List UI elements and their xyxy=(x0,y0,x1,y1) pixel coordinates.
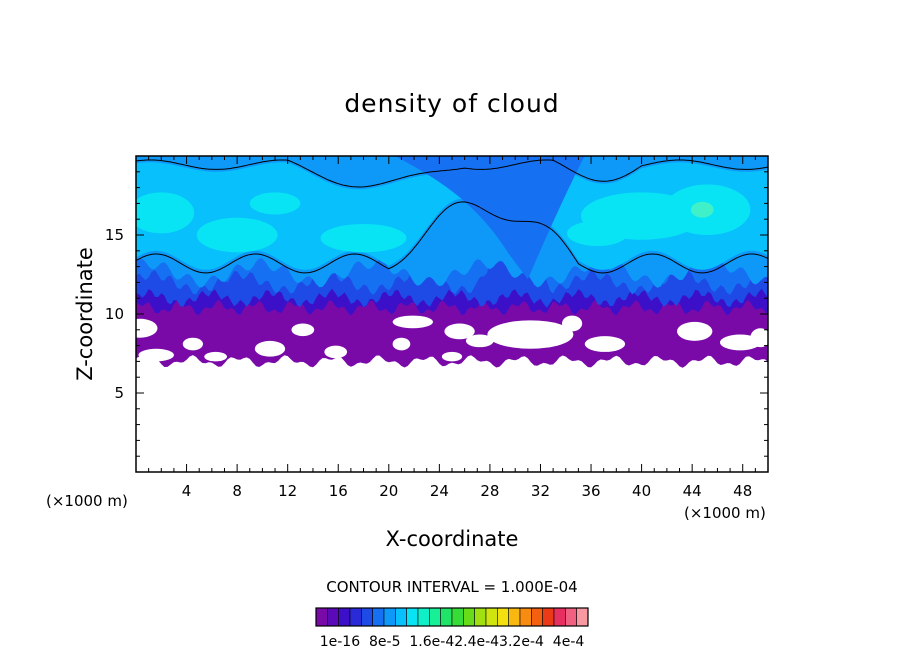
cloud-free-hole xyxy=(487,320,574,349)
x-tick-label: 12 xyxy=(278,482,297,500)
cloud-free-hole xyxy=(138,348,174,362)
axis-ticks xyxy=(136,156,768,472)
contour-lines xyxy=(136,159,768,274)
density-patch xyxy=(249,192,301,215)
cloud-free-hole xyxy=(392,315,434,329)
cloud-free-hole xyxy=(254,340,286,357)
x-tick-label: 32 xyxy=(531,482,550,500)
x-tick-label: 20 xyxy=(379,482,398,500)
colorbar-swatch xyxy=(349,607,362,627)
colorbar-swatch xyxy=(451,607,464,627)
colorbar-swatch xyxy=(485,607,498,627)
colorbar-swatch xyxy=(406,607,419,627)
colorbar-swatch xyxy=(519,607,532,627)
downdraft-region xyxy=(395,156,585,280)
y-tick-labels: 5 10 15 xyxy=(105,226,124,402)
colorbar-swatch xyxy=(327,607,339,627)
colorbar xyxy=(315,607,589,627)
y-tick-label: 5 xyxy=(114,384,124,402)
contour-interval-text: CONTOUR INTERVAL = 1.000E-04 xyxy=(326,578,577,596)
x-tick-label: 40 xyxy=(632,482,651,500)
colorbar-swatch xyxy=(474,607,487,627)
x-tick-label: 48 xyxy=(733,482,752,500)
colorbar-swatch xyxy=(542,607,555,627)
x-tick-label: 36 xyxy=(581,482,600,500)
density-patch xyxy=(320,223,407,253)
x-tick-label: 44 xyxy=(683,482,702,500)
cloud-free-hole xyxy=(750,328,768,348)
cloud-free-hole xyxy=(392,337,411,351)
x-tick-label: 4 xyxy=(182,482,192,500)
density-band-6-patches xyxy=(395,156,585,280)
cloud-free-hole xyxy=(441,351,463,362)
density-patch xyxy=(196,217,278,253)
cloud-free-hole xyxy=(465,334,494,348)
density-patch xyxy=(567,220,628,247)
y-tick-label: 15 xyxy=(105,226,124,244)
cloud-free-hole xyxy=(584,336,626,352)
colorbar-swatch xyxy=(361,607,373,627)
colorbar-swatch xyxy=(383,607,396,627)
density-patch xyxy=(136,192,195,234)
y-tick-label: 10 xyxy=(105,305,124,323)
x-tick-label: 8 xyxy=(232,482,242,500)
colorbar-swatch xyxy=(429,607,441,627)
cloud-free-hole xyxy=(182,337,203,351)
colorbar-swatch xyxy=(440,607,453,627)
colorbar-swatch xyxy=(395,607,407,627)
z-unit-label: (×1000 m) xyxy=(46,492,128,510)
density-field xyxy=(136,156,768,368)
x-tick-labels: 4 8 12 16 20 24 28 32 36 40 44 48 xyxy=(182,482,752,500)
colorbar-swatch xyxy=(531,607,543,627)
cloud-free-holes xyxy=(136,315,768,362)
colorbar-swatch xyxy=(417,607,430,627)
cloud-free-hole xyxy=(204,351,228,362)
colorbar-swatch xyxy=(553,607,566,627)
colorbar-swatch xyxy=(576,607,589,627)
cloud-free-hole xyxy=(444,323,475,340)
x-tick-label: 24 xyxy=(430,482,449,500)
x-axis-title: X-coordinate xyxy=(386,527,519,551)
x-tick-label: 16 xyxy=(329,482,348,500)
cloud-free-hole xyxy=(324,345,348,359)
x-unit-label: (×1000 m) xyxy=(684,504,766,522)
colorbar-swatch xyxy=(497,607,509,627)
colorbar-labels: 1e-16 8e-5 1.6e-42.4e-43.2e-4 4e-4 xyxy=(320,634,585,650)
cloud-free-hole xyxy=(136,318,158,338)
cloud-free-hole xyxy=(719,334,761,351)
cloud-free-hole xyxy=(561,315,583,332)
y-axis-title: Z-coordinate xyxy=(73,247,97,381)
x-tick-label: 28 xyxy=(480,482,499,500)
colorbar-swatch xyxy=(315,607,328,627)
density-patch xyxy=(690,201,714,218)
colorbar-swatch xyxy=(338,607,351,627)
density-band-7-patches xyxy=(136,184,751,253)
cloud-free-hole xyxy=(676,321,713,341)
colorbar-swatch xyxy=(565,607,577,627)
chart-title: density of cloud xyxy=(344,89,559,118)
colorbar-swatch xyxy=(372,607,385,627)
colorbar-swatch xyxy=(463,607,475,627)
cloud-free-hole xyxy=(291,323,315,337)
colorbar-swatch xyxy=(508,607,521,627)
colorbar-frame xyxy=(315,607,589,627)
